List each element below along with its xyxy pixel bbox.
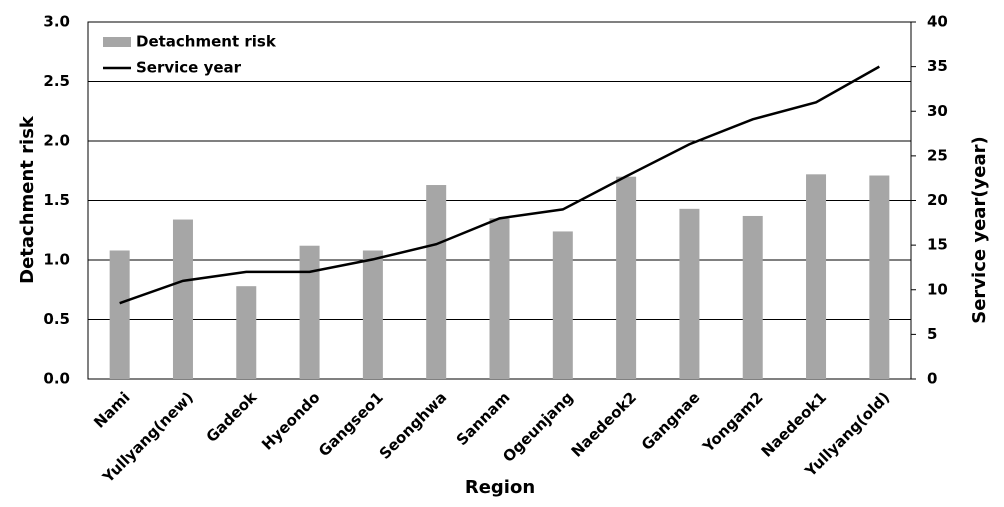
y-tick-label: 1.0: [43, 251, 70, 269]
bar: [869, 175, 890, 379]
bar: [172, 219, 193, 379]
y2-tick-label: 35: [927, 57, 948, 75]
y2-tick-label: 25: [927, 146, 948, 164]
bar: [489, 218, 510, 379]
x-axis-title: Region: [465, 477, 535, 498]
legend-label: Service year: [136, 59, 242, 77]
x-tick-label: Gangnae: [638, 388, 704, 454]
y-axis-title: Detachment risk: [17, 115, 38, 284]
x-tick-label: Nami: [90, 388, 133, 431]
y2-axis-title: Service year(year): [969, 136, 990, 323]
line: [119, 65, 880, 305]
y-tick-label: 3.0: [43, 13, 70, 31]
bar: [109, 250, 130, 379]
bar: [362, 250, 383, 379]
y2-tick-label: 20: [927, 191, 948, 209]
bar: [742, 215, 763, 379]
bar: [806, 174, 827, 379]
x-tick-label: Gadeok: [203, 388, 261, 446]
y2-tick-label: 30: [927, 102, 948, 120]
y-tick-label: 2.5: [43, 72, 70, 90]
bar: [679, 208, 700, 379]
bar: [552, 231, 573, 379]
y2-tick-label: 40: [927, 13, 948, 31]
x-tick-label: Naedeok2: [568, 388, 640, 460]
y2-tick-label: 10: [927, 280, 948, 298]
y-tick-label: 1.5: [43, 191, 70, 209]
x-tick-label: Yongam2: [699, 388, 767, 456]
y2-tick-label: 5: [927, 325, 937, 343]
y2-tick-label: 15: [927, 236, 948, 254]
x-tick-label: Seonghwa: [376, 388, 451, 463]
x-tick-label: Hyeondo: [258, 388, 323, 453]
bar: [426, 185, 447, 379]
y2-tick-label: 0: [927, 370, 937, 388]
bar: [299, 245, 320, 379]
y-tick-label: 2.0: [43, 132, 70, 150]
legend-label: Detachment risk: [136, 33, 277, 51]
y-tick-label: 0.5: [43, 310, 70, 328]
x-tick-label: Sannam: [453, 388, 514, 449]
bar: [236, 286, 257, 379]
bar: [616, 176, 637, 379]
legend-swatch: [103, 37, 131, 47]
y-tick-label: 0.0: [43, 370, 70, 388]
